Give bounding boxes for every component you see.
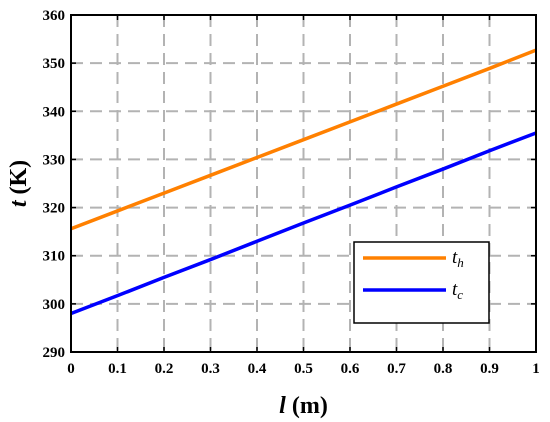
x-tick-label: 0.4 <box>248 361 267 377</box>
x-tick-label: 0.1 <box>108 361 127 377</box>
legend-box <box>353 241 490 324</box>
y-axis-unit: (K) <box>6 160 32 201</box>
x-tick-label: 0.9 <box>480 361 499 377</box>
y-axis-label: t (K) <box>6 160 32 207</box>
x-axis-unit: (m) <box>286 393 328 419</box>
y-tick-label: 360 <box>43 8 66 24</box>
x-tick-label: 0.8 <box>434 361 453 377</box>
axis-ticks: 0 0.1 0.2 0.3 0.4 0.5 0.6 0.7 0.8 0.9 1 290 300 310 32… <box>43 8 540 377</box>
y-tick-label: 350 <box>43 56 66 72</box>
plot-lines <box>70 48 537 316</box>
x-axis-label: l (m) <box>279 393 328 419</box>
x-tick-label: 0.6 <box>341 361 360 377</box>
x-tick-label: 1 <box>532 361 540 377</box>
y-tick-label: 320 <box>43 201 66 217</box>
y-tick-label: 340 <box>43 104 66 120</box>
y-tick-label: 300 <box>43 297 66 313</box>
x-tick-label: 0 <box>67 361 75 377</box>
legend-entry-t-c: tc <box>452 279 463 302</box>
legend-entry-t-h: th <box>452 247 464 270</box>
x-tick-label: 0.3 <box>201 361 220 377</box>
y-tick-label: 330 <box>43 152 66 168</box>
y-tick-label: 290 <box>43 345 66 361</box>
x-axis-variable: l <box>279 393 286 419</box>
series-line-t-h <box>70 48 537 231</box>
x-tick-label: 0.5 <box>294 361 313 377</box>
legend: th tc <box>353 241 490 324</box>
y-axis-variable: t <box>6 199 32 207</box>
x-tick-label: 0.2 <box>155 361 174 377</box>
series-line-t-c <box>70 131 537 316</box>
x-tick-label: 0.7 <box>387 361 406 377</box>
y-tick-label: 310 <box>43 249 66 265</box>
